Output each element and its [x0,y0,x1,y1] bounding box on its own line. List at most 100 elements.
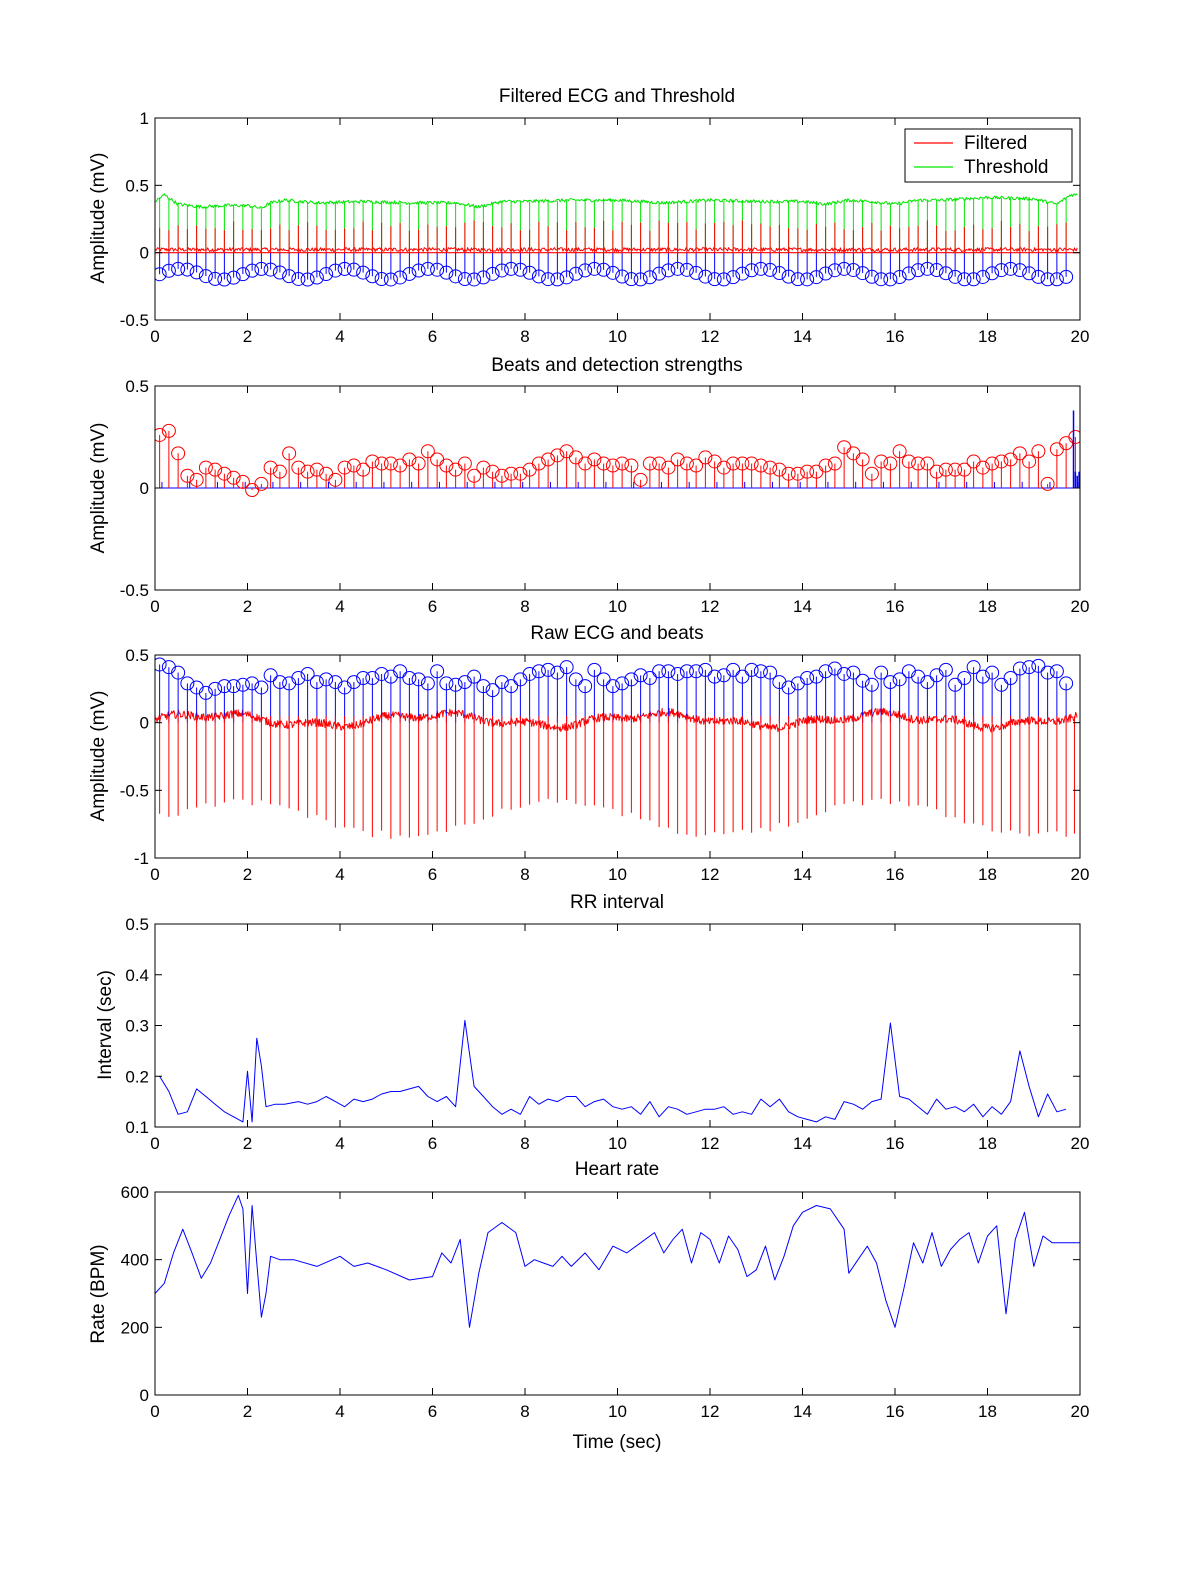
x-tick-label: 6 [428,1402,437,1421]
y-tick-label: 0 [140,714,149,733]
detection-marker [245,263,260,278]
beat-marker [624,672,639,687]
y-tick-label: -1 [134,849,149,868]
strength-marker [827,456,842,471]
strength-marker [753,458,768,473]
x-tick-label: 16 [886,597,905,616]
heart-rate-line [155,1194,1080,1328]
x-tick-label: 14 [793,597,812,616]
beat-marker [291,671,306,686]
strength-marker [652,456,667,471]
detection-marker [929,263,944,278]
detection-marker [827,263,842,278]
detection-marker [948,269,963,284]
x-tick-label: 10 [608,1402,627,1421]
rr-interval-title: RR interval [570,892,664,913]
beat-marker [605,679,620,694]
detection-marker [300,272,315,287]
strength-marker [1012,446,1027,461]
detection-marker [476,270,491,285]
detection-marker [1049,272,1064,287]
strength-marker [689,458,704,473]
beat-marker [171,665,186,680]
detection-marker [198,269,213,284]
beat-marker [994,677,1009,692]
x-tick-label: 0 [150,327,159,346]
strength-marker [282,446,297,461]
x-tick-label: 0 [150,597,159,616]
x-tick-label: 6 [428,597,437,616]
beat-marker [467,669,482,684]
beat-marker [633,668,648,683]
beat-marker [670,666,685,681]
detection-marker [800,272,815,287]
x-tick-label: 6 [428,1134,437,1153]
strength-marker [235,474,250,489]
beat-marker [735,669,750,684]
detection-marker [439,265,454,280]
beat-marker [587,662,602,677]
beat-marker [1040,665,1055,680]
beat-marker [180,676,195,691]
detection-marker [707,272,722,287]
x-tick-label: 0 [150,1134,159,1153]
strength-marker [818,458,833,473]
detection-strength-ylabel: Amplitude (mV) [88,423,109,554]
strength-marker [208,462,223,477]
x-tick-label: 6 [428,327,437,346]
x-tick-label: 8 [520,865,529,884]
beat-marker [402,671,417,686]
strength-marker [1040,476,1055,491]
strength-marker [679,456,694,471]
x-tick-label: 8 [520,597,529,616]
detection-marker [522,265,537,280]
detection-marker [337,261,352,276]
y-tick-label: 0.3 [125,1017,149,1036]
detection-marker [568,266,583,281]
strength-marker [929,464,944,479]
filtered-ecg-title: Filtered ECG and Threshold [499,86,735,107]
beat-marker [948,677,963,692]
beat-marker [661,664,676,679]
x-tick-label: 12 [701,597,720,616]
strength-marker [587,452,602,467]
y-tick-label: 600 [121,1183,149,1202]
beat-marker [1022,660,1037,675]
x-tick-label: 16 [886,327,905,346]
strength-marker [948,462,963,477]
beat-marker [1059,676,1074,691]
detection-marker [550,272,565,287]
y-tick-label: 1 [140,109,149,128]
beat-marker [957,671,972,686]
detection-marker [531,269,546,284]
detection-marker [652,266,667,281]
detection-marker [541,272,556,287]
x-tick-label: 10 [608,865,627,884]
strength-marker [439,458,454,473]
detection-marker [716,272,731,287]
strength-marker [161,423,176,438]
strength-marker [457,456,472,471]
x-tick-label: 8 [520,1402,529,1421]
detection-marker [180,262,195,277]
detection-marker [420,261,435,276]
detection-marker [837,261,852,276]
detection-marker [670,261,685,276]
heart-rate-panel: Heart rate Rate (BPM) Time (sec) 0 2 4 6 8 10… [88,1159,1089,1453]
y-tick-label: 0 [140,244,149,263]
strength-marker [911,456,926,471]
strength-marker [975,460,990,475]
detection-marker [485,266,500,281]
detection-marker [189,265,204,280]
strength-marker [735,456,750,471]
beat-marker [800,671,815,686]
strength-marker [726,456,741,471]
strength-marker [494,468,509,483]
detection-marker [155,267,167,282]
raw-ecg-ylabel: Amplitude (mV) [88,691,109,822]
x-tick-label: 10 [608,327,627,346]
strength-marker [624,458,639,473]
x-tick-label: 12 [701,1134,720,1153]
strength-marker [661,460,676,475]
